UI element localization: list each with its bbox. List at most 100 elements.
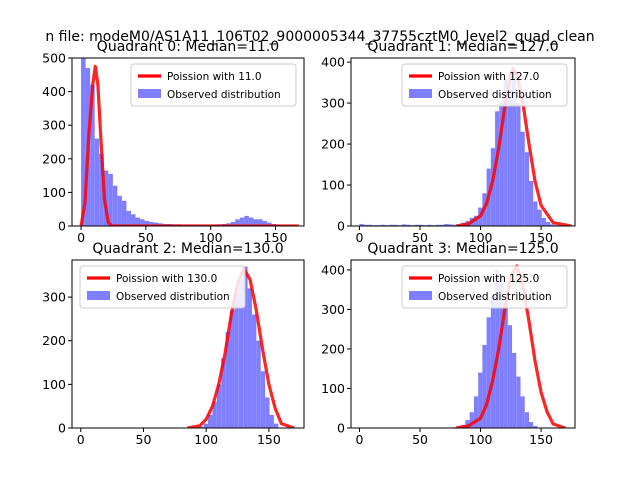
histogram-bar [247, 288, 252, 428]
histogram-bar [153, 222, 159, 226]
x-tick-label: 150 [264, 230, 288, 245]
histogram-bar [439, 224, 445, 226]
y-tick-label: 100 [321, 381, 345, 396]
histogram-bar [135, 217, 141, 226]
axes-frame [71, 57, 305, 227]
histogram-bar [550, 224, 555, 226]
histogram-bar [235, 219, 240, 226]
subplot-quadrant-2: 0 50 100 150 0 100 200 300 Quadrant 2: Median=13… [42, 241, 305, 447]
x-tick-label: 100 [469, 432, 493, 447]
legend: Poission with 130.0 Observed distribution [79, 265, 246, 309]
y-tick-label: 200 [42, 151, 66, 166]
legend-box [401, 265, 568, 309]
histogram-bar [473, 396, 479, 428]
y-tick-label: 100 [42, 377, 66, 392]
histogram-bar [499, 277, 504, 428]
histogram-bar [478, 372, 483, 428]
y-tick-label: 200 [42, 333, 66, 348]
histogram-bar [524, 152, 529, 226]
x-tick-label: 150 [529, 230, 553, 245]
histogram-bar [257, 219, 263, 226]
histogram-bar [380, 224, 385, 226]
y-tick-label: 300 [42, 290, 66, 305]
histogram-bar [130, 214, 136, 226]
y-tick-label: 0 [337, 421, 345, 436]
y-tick-label: 400 [321, 262, 345, 277]
legend-hist-swatch [87, 291, 110, 300]
histogram-bar [469, 412, 474, 428]
y-tick-label: 200 [321, 137, 345, 152]
histogram-bar [81, 58, 86, 226]
histogram-bar [99, 153, 104, 226]
histogram-bar [243, 266, 248, 428]
y-tick-label: 0 [337, 219, 345, 234]
histogram-bar [234, 292, 239, 428]
figure-suptitle: n file: modeM0/AS1A11_106T02_9000005344_… [45, 29, 594, 45]
legend: Poission with 127.0 Observed distribution [401, 63, 568, 107]
legend-line-label: Poission with 127.0 [438, 71, 539, 83]
histogram-bar [269, 414, 274, 428]
legend-line-label: Poission with 125.0 [438, 273, 539, 285]
histogram-bar [239, 217, 245, 226]
legend-line-label: Poission with 130.0 [116, 273, 217, 285]
x-tick-label: 0 [355, 432, 363, 447]
histogram-bar [121, 200, 127, 226]
y-tick-label: 100 [321, 178, 345, 193]
legend-hist-swatch [409, 291, 432, 300]
histogram-bar [499, 103, 504, 226]
histogram-bar [203, 423, 209, 428]
legend-line-label: Poission with 11.0 [167, 71, 262, 83]
histogram-bar [238, 279, 244, 428]
x-tick-label: 50 [136, 432, 152, 447]
histogram-bar [541, 217, 546, 226]
histogram-bar [414, 224, 419, 226]
histogram-bar [103, 170, 109, 226]
poisson-line [79, 64, 299, 226]
histogram-bar [262, 220, 268, 226]
histogram-bar [253, 219, 258, 226]
x-tick-label: 50 [138, 230, 154, 245]
histogram-bar [248, 217, 254, 226]
x-tick-label: 0 [77, 432, 85, 447]
y-tick-label: 100 [42, 185, 66, 200]
histogram-bar [212, 401, 217, 428]
histogram-bar [507, 90, 513, 226]
axes-frame [71, 259, 305, 429]
histogram-bar [244, 215, 249, 226]
histogram-bar [495, 111, 500, 226]
legend: Poission with 11.0 Observed distribution [130, 63, 297, 107]
histogram-bar [401, 224, 407, 226]
subplot-quadrant-3: 0 50 100 150 0 100 200 300 400 Quadrant 3: Median… [321, 241, 576, 447]
histogram-bar [126, 210, 131, 226]
y-tick-label: 300 [42, 118, 66, 133]
histogram-bar [528, 422, 534, 428]
x-tick-label: 0 [355, 230, 363, 245]
histogram-bar [448, 224, 453, 226]
histogram-bar [507, 325, 513, 428]
y-tick-label: 300 [321, 96, 345, 111]
histogram-bar [267, 222, 272, 226]
y-tick-label: 400 [42, 84, 66, 99]
x-tick-label: 50 [412, 432, 428, 447]
histogram-bar [230, 310, 235, 428]
histogram-bar [427, 224, 432, 226]
x-tick-label: 150 [257, 432, 281, 447]
histogram-bar [363, 224, 368, 226]
histogram-bar [251, 314, 257, 428]
legend-box [130, 63, 297, 107]
histogram-bar [418, 224, 424, 226]
histogram-bar [265, 397, 270, 428]
legend-hist-swatch [138, 89, 161, 98]
x-tick-label: 50 [412, 230, 428, 245]
axes-frame [350, 57, 576, 227]
legend-hist-label: Observed distribution [438, 89, 552, 101]
histogram-bar [225, 332, 231, 428]
histogram-bar [520, 396, 525, 428]
histogram-bar [149, 221, 154, 226]
axes-frame [350, 259, 576, 429]
histogram-bar [486, 317, 491, 428]
y-tick-label: 0 [58, 421, 66, 436]
histogram-bar [524, 412, 529, 428]
subplot-title: Quadrant 0: Median=11.0 [97, 39, 279, 55]
histogram-bar [520, 131, 525, 226]
